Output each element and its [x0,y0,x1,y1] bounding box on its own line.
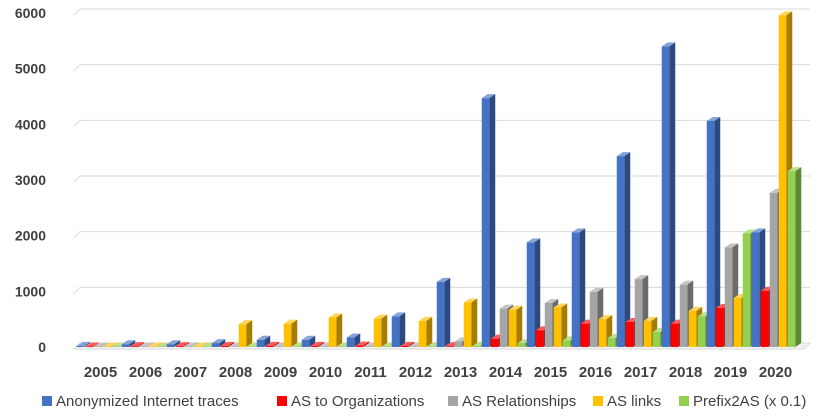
gridline-diag [73,119,81,127]
legend-swatch [42,396,52,406]
y-axis: 0 1000 2000 3000 4000 5000 6000 [15,5,46,355]
bar [481,94,496,347]
bar [139,342,154,347]
bar [508,305,523,347]
y-tick-label: 0 [38,339,46,355]
bar [238,320,253,347]
bar [256,335,271,347]
x-tick-label: 2020 [759,364,792,381]
x-axis: 2005 2006 2007 2008 2009 2010 2011 2012 2013 2014… [84,364,792,381]
legend-label: Prefix2AS (x 0.1) [693,393,806,410]
y-tick-label: 1000 [15,283,46,299]
legend-label: AS Relationships [462,393,576,410]
legend-swatch [277,396,287,406]
bar [661,42,676,348]
bar [553,303,568,347]
x-tick-label: 2009 [264,364,297,381]
y-tick-label: 5000 [15,61,46,77]
bar [571,228,586,347]
x-tick-label: 2013 [444,364,477,381]
x-tick-label: 2012 [399,364,432,381]
bar [283,319,298,347]
x-tick-label: 2007 [174,364,207,381]
bar [400,341,415,347]
bar [130,342,145,347]
gridline-diag [73,175,81,183]
legend-item: Prefix2AS (x 0.1) [679,393,806,410]
bar [373,314,388,347]
legend-item: AS Relationships [448,393,576,410]
y-tick-label: 2000 [15,228,46,244]
x-tick-label: 2014 [489,364,523,381]
x-tick-label: 2011 [354,364,387,381]
bar [193,342,208,347]
gridline-diag [73,64,81,72]
bar [418,316,433,347]
bar [166,340,181,347]
gridline-diag [73,286,81,294]
bars [76,11,802,348]
bar [787,167,802,347]
bar [94,342,109,347]
bar [391,312,406,347]
bar [184,342,199,347]
bar [76,341,91,347]
bar [436,277,451,347]
y-tick-label: 3000 [15,172,46,188]
bar [463,298,478,347]
x-tick-label: 2008 [219,364,252,381]
x-tick-label: 2006 [129,364,162,381]
bar [121,340,136,347]
bar [211,339,226,347]
legend-label: AS to Organizations [291,393,424,410]
y-tick-label: 6000 [15,5,46,21]
legend-swatch [679,396,689,406]
bar [103,342,118,347]
legend-label: Anonymized Internet traces [56,393,239,410]
x-tick-label: 2019 [714,364,747,381]
legend-item: Anonymized Internet traces [42,393,239,410]
legend-swatch [593,396,603,406]
legend-label: AS links [607,393,661,410]
bar [301,335,316,347]
bar [616,152,631,347]
bar [310,341,325,347]
x-tick-label: 2015 [534,364,567,381]
bar [328,313,343,347]
x-tick-label: 2018 [669,364,702,381]
legend-item: AS links [593,393,661,410]
legend-swatch [448,396,458,406]
gridline-diag [73,8,81,16]
y-tick-label: 4000 [15,116,46,132]
x-tick-label: 2005 [84,364,117,381]
bar [526,238,541,347]
x-tick-label: 2017 [624,364,657,381]
bar [706,116,721,347]
legend: Anonymized Internet traces AS to Organiza… [42,393,806,410]
bar [355,341,370,347]
bar [265,341,280,347]
x-tick-label: 2010 [309,364,342,381]
bar [220,341,235,347]
legend-item: AS to Organizations [277,393,424,410]
gridline-diag [73,231,81,239]
x-tick-label: 2016 [579,364,612,381]
bar [175,342,190,347]
bar [85,342,100,347]
bar [148,342,163,347]
